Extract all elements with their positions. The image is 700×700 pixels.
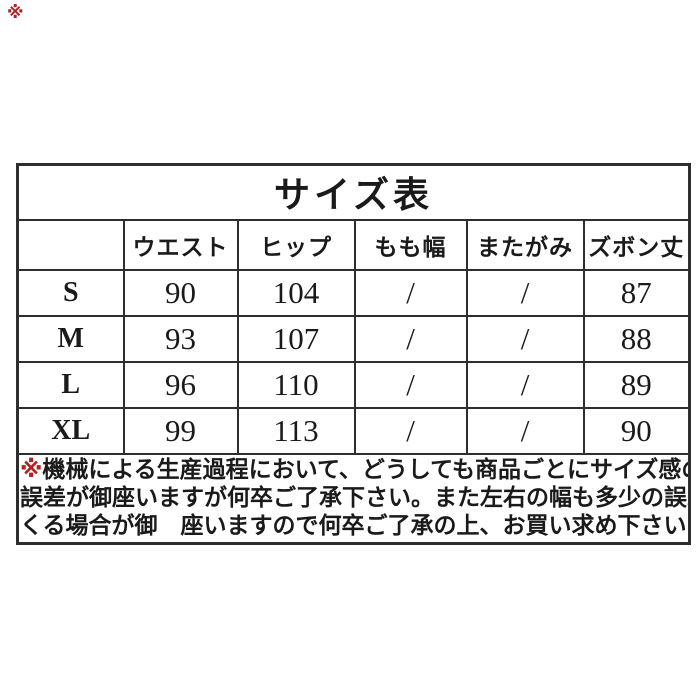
cell-xl-hip: 113 bbox=[236, 406, 356, 455]
title-row: サイズ表 bbox=[16, 163, 691, 221]
table-title: サイズ表 bbox=[16, 163, 691, 221]
disclaimer-note: ※機械による生産過程において、どうしても商品ごとにサイズ感の多少の 誤差が御座い… bbox=[16, 452, 691, 544]
size-table: サイズ表 ウエスト ヒップ もも幅 またがみ ズボン丈 S 90 104 / /… bbox=[16, 163, 692, 545]
table-header-row: ウエスト ヒップ もも幅 またがみ ズボン丈 bbox=[16, 218, 691, 271]
cell-l-length: 89 bbox=[582, 360, 691, 409]
table-row-xl: XL 99 113 / / 90 bbox=[16, 406, 691, 455]
table-row-s: S 90 104 / / 87 bbox=[16, 268, 691, 317]
header-size-blank bbox=[16, 218, 125, 271]
cell-xl-length: 90 bbox=[582, 406, 691, 455]
table-row-l: L 96 110 / / 89 bbox=[16, 360, 691, 409]
cell-m-waist: 93 bbox=[122, 314, 239, 363]
cell-s-length: 87 bbox=[582, 268, 691, 317]
size-label-xl: XL bbox=[16, 406, 125, 455]
note-marker: ※ bbox=[20, 456, 43, 483]
cell-s-rise: / bbox=[465, 268, 585, 317]
cell-xl-thigh: / bbox=[353, 406, 468, 455]
cell-xl-waist: 99 bbox=[122, 406, 239, 455]
cell-m-rise: / bbox=[465, 314, 585, 363]
note-line-3: くる場合が御 座いますので何卒ご了承の上、お買い求め下さいませ。 bbox=[20, 512, 690, 539]
cell-l-rise: / bbox=[465, 360, 585, 409]
header-pants-length: ズボン丈 bbox=[582, 218, 691, 271]
cell-m-length: 88 bbox=[582, 314, 691, 363]
note-row: ※機械による生産過程において、どうしても商品ごとにサイズ感の多少の 誤差が御座い… bbox=[16, 452, 691, 544]
note-line-2: 誤差が御座いますが何卒ご了承下さい。また左右の幅も多少の誤差がでて bbox=[20, 484, 688, 511]
note-line-1: 機械による生産過程において、どうしても商品ごとにサイズ感の多少の bbox=[42, 456, 687, 483]
size-label-s: S bbox=[16, 268, 125, 317]
cell-l-thigh: / bbox=[353, 360, 468, 409]
size-label-l: L bbox=[16, 360, 125, 409]
cell-s-waist: 90 bbox=[122, 268, 239, 317]
cell-m-thigh: / bbox=[353, 314, 468, 363]
cell-l-waist: 96 bbox=[122, 360, 239, 409]
cell-l-hip: 110 bbox=[236, 360, 356, 409]
header-thigh-width: もも幅 bbox=[353, 218, 468, 271]
cell-xl-rise: / bbox=[465, 406, 585, 455]
top-left-reference-mark: ※ bbox=[7, 3, 24, 23]
header-hip: ヒップ bbox=[236, 218, 356, 271]
header-waist: ウエスト bbox=[122, 218, 239, 271]
table-row-m: M 93 107 / / 88 bbox=[16, 314, 691, 363]
cell-m-hip: 107 bbox=[236, 314, 356, 363]
cell-s-thigh: / bbox=[353, 268, 468, 317]
size-label-m: M bbox=[16, 314, 125, 363]
cell-s-hip: 104 bbox=[236, 268, 356, 317]
header-rise: またがみ bbox=[465, 218, 585, 271]
